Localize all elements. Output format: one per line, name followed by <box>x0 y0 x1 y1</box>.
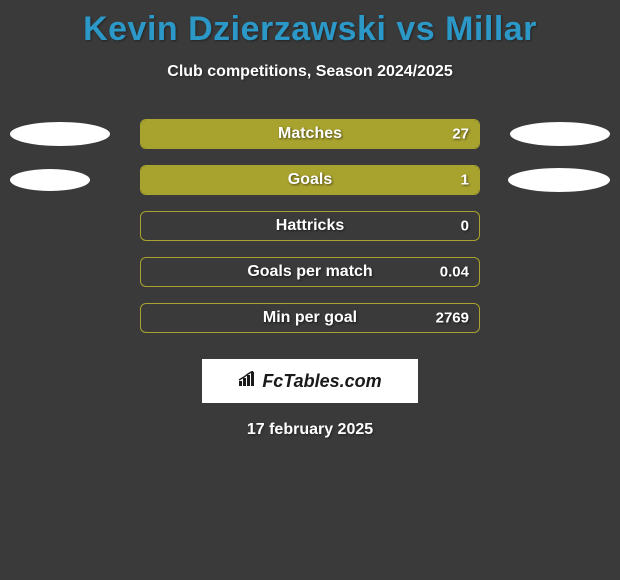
stat-value: 0.04 <box>440 264 469 281</box>
stat-label: Matches <box>278 125 342 143</box>
stat-row: Min per goal 2769 <box>0 295 620 341</box>
stat-bar: Hattricks 0 <box>140 211 480 241</box>
player-right-marker <box>510 122 610 146</box>
stat-label: Min per goal <box>263 309 357 327</box>
stats-chart: Matches 27 Goals 1 Hattricks 0 Goals per match… <box>0 111 620 341</box>
page-title: Kevin Dzierzawski vs Millar <box>0 0 620 49</box>
stat-bar: Matches 27 <box>140 119 480 149</box>
stat-label: Goals per match <box>247 263 372 281</box>
stat-label: Hattricks <box>276 217 344 235</box>
stat-row: Matches 27 <box>0 111 620 157</box>
date-label: 17 february 2025 <box>0 421 620 439</box>
stat-value: 0 <box>461 218 469 235</box>
stat-value: 27 <box>452 126 469 143</box>
stat-bar: Goals 1 <box>140 165 480 195</box>
player-left-marker <box>10 169 90 191</box>
brand-text: FcTables.com <box>262 371 381 392</box>
stat-bar: Min per goal 2769 <box>140 303 480 333</box>
stat-row: Goals per match 0.04 <box>0 249 620 295</box>
stat-bar: Goals per match 0.04 <box>140 257 480 287</box>
brand-banner[interactable]: FcTables.com <box>202 359 418 403</box>
stat-row: Goals 1 <box>0 157 620 203</box>
player-left-marker <box>10 122 110 146</box>
stat-label: Goals <box>288 171 332 189</box>
brand-label: FcTables.com <box>238 371 381 392</box>
player-right-marker <box>508 168 610 192</box>
stat-value: 1 <box>461 172 469 189</box>
page-subtitle: Club competitions, Season 2024/2025 <box>0 63 620 81</box>
bar-chart-icon <box>238 371 258 392</box>
stat-value: 2769 <box>436 310 469 327</box>
stat-row: Hattricks 0 <box>0 203 620 249</box>
